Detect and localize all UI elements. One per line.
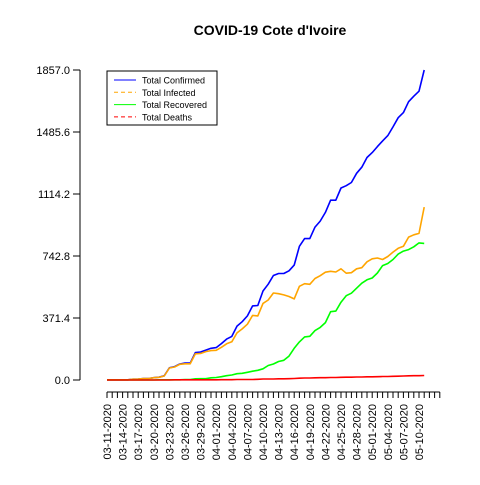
x-tick-label: 03-17-2020 <box>133 404 145 460</box>
y-tick-label: 1114.2 <box>38 189 70 201</box>
x-tick-label: 04-16-2020 <box>289 404 301 460</box>
x-tick-label: 03-11-2020 <box>102 404 114 459</box>
x-tick-label: 04-25-2020 <box>336 404 348 460</box>
x-tick-label: 03-20-2020 <box>149 404 161 460</box>
x-tick-label: 05-01-2020 <box>367 404 379 460</box>
x-tick-label: 04-07-2020 <box>242 404 254 460</box>
x-tick-label: 04-01-2020 <box>211 404 223 460</box>
x-tick-label: 03-23-2020 <box>164 404 176 460</box>
x-tick-label: 05-04-2020 <box>383 404 395 460</box>
x-tick-label: 04-22-2020 <box>320 404 332 460</box>
series-layer <box>107 69 425 381</box>
x-tick-label: 04-04-2020 <box>227 404 239 460</box>
y-tick-label: 371.4 <box>42 313 70 325</box>
series-line-total-infected <box>107 206 425 381</box>
legend-label: Total Confirmed <box>142 76 205 86</box>
x-tick-label: 04-28-2020 <box>352 404 364 460</box>
legend-label: Total Recovered <box>142 100 207 110</box>
y-tick-label: 1485.6 <box>36 127 70 139</box>
legend: Total Confirmed Total Infected Total Recov… <box>106 70 218 126</box>
x-tick-label: 04-10-2020 <box>258 404 270 460</box>
legend-label: Total Deaths <box>142 112 193 122</box>
chart-title: COVID-19 Cote d'Ivoire <box>194 22 347 38</box>
series-line-total-deaths <box>107 374 425 381</box>
legend-label: Total Infected <box>142 88 196 98</box>
x-tick-label: 04-19-2020 <box>305 404 317 460</box>
x-tick-label: 03-14-2020 <box>118 404 130 460</box>
x-tick-label: 03-26-2020 <box>180 404 192 460</box>
series-line-total-recovered <box>107 242 425 381</box>
y-tick-label: 0.0 <box>55 375 70 387</box>
x-axis: 03-11-2020 03-14-2020 03-17-2020 03-20-2020… <box>102 391 441 460</box>
y-axis: 0.0 371.4 742.8 1114.2 1485.6 1857.0 <box>36 65 81 387</box>
x-tick-label: 03-29-2020 <box>196 404 208 460</box>
x-tick-label: 05-10-2020 <box>414 404 426 460</box>
x-tick-label: 04-13-2020 <box>274 404 286 460</box>
y-tick-label: 742.8 <box>42 251 70 263</box>
x-tick-label: 05-07-2020 <box>398 404 410 460</box>
y-tick-label: 1857.0 <box>36 65 70 77</box>
